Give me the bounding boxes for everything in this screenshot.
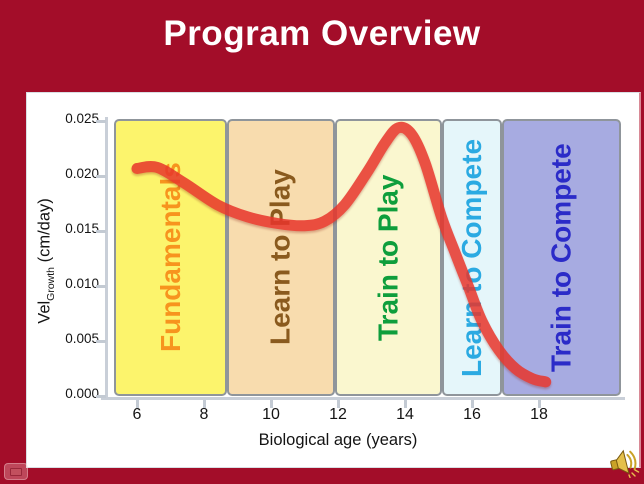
band-train-to-compete: Train to Compete	[502, 119, 621, 396]
y-tick-mark	[96, 395, 106, 398]
speaker-icon[interactable]	[607, 446, 641, 478]
band-learn-to-play: Learn to Play	[227, 119, 335, 396]
slide-title: Program Overview	[163, 14, 481, 53]
x-tick-mark	[336, 400, 340, 408]
x-tick-label: 10	[262, 406, 280, 423]
y-tick-label: 0.015	[65, 221, 99, 236]
y-tick-label: 0.010	[65, 276, 99, 291]
y-axis-title-main: Vel	[35, 300, 54, 324]
band-label: Learn to Play	[264, 169, 296, 346]
band-train-to-play: Train to Play	[334, 119, 442, 396]
x-tick-mark	[403, 400, 407, 408]
chart-panel: VelGrowth (cm/day) 0.025 0.020 0.015 0.0…	[26, 92, 641, 468]
x-tick-mark	[537, 400, 541, 408]
band-fundamentals: Fundamentals	[113, 119, 228, 396]
x-tick-mark	[135, 400, 139, 408]
x-axis-title: Biological age (years)	[258, 431, 418, 449]
x-tick-label: 18	[530, 406, 548, 423]
y-axis-line	[105, 117, 108, 400]
y-tick-mark	[96, 285, 106, 288]
band-label: Train to Play	[372, 174, 404, 341]
x-tick-mark	[202, 400, 206, 408]
x-tick-label: 14	[396, 406, 414, 423]
slide-nav-icon[interactable]	[4, 463, 28, 480]
x-tick-label: 12	[329, 406, 347, 423]
y-tick-mark	[96, 230, 106, 233]
band-label: Fundamentals	[154, 162, 186, 353]
slide-nav-glyph-icon	[10, 468, 22, 476]
y-tick-mark	[96, 175, 106, 178]
band-label: Train to Compete	[545, 143, 577, 372]
y-tick-mark	[96, 120, 106, 123]
band-label: Learn to Compete	[455, 138, 487, 377]
y-tick-label: 0.020	[65, 166, 99, 181]
y-tick-label: 0.000	[65, 386, 99, 401]
y-tick-mark	[96, 340, 106, 343]
band-learn-to-compete: Learn to Compete	[441, 119, 503, 396]
x-tick-label: 6	[132, 406, 142, 423]
x-tick-mark	[269, 400, 273, 408]
x-tick-label: 8	[199, 406, 209, 423]
y-tick-label: 0.025	[65, 111, 99, 126]
x-tick-mark	[470, 400, 474, 408]
x-axis-line	[101, 397, 625, 400]
x-tick-label: 16	[463, 406, 481, 423]
y-tick-label: 0.005	[65, 331, 99, 346]
